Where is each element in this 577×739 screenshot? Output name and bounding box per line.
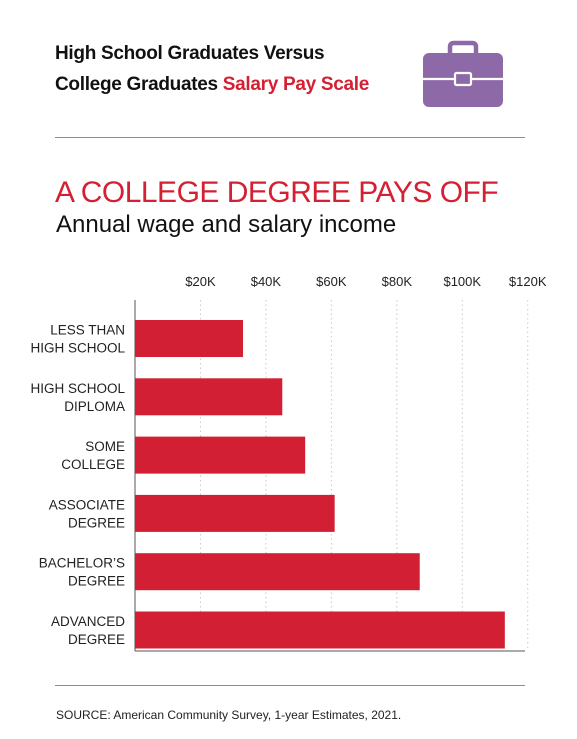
- chart-subheadline: Annual wage and salary income: [56, 211, 397, 238]
- bar: [135, 611, 505, 649]
- title-line-2-accent: Salary Pay Scale: [222, 74, 370, 95]
- title-line-2: College Graduates Salary Pay Scale: [55, 69, 415, 100]
- briefcase-icon: [423, 40, 503, 107]
- bottom-divider: [55, 685, 525, 686]
- category-label: DIPLOMA: [64, 399, 125, 414]
- category-label: ASSOCIATE: [49, 497, 125, 512]
- bar: [135, 436, 306, 474]
- category-label: COLLEGE: [61, 457, 125, 472]
- x-tick-label: $80K: [382, 274, 413, 289]
- x-tick-label: $20K: [185, 274, 216, 289]
- category-label: DEGREE: [68, 574, 125, 589]
- category-label: BACHELOR’S: [39, 556, 125, 571]
- chart-headline: A COLLEGE DEGREE PAYS OFF: [55, 176, 499, 209]
- title-line-2-plain: College Graduates: [55, 74, 223, 95]
- title-line-1: High School Graduates Versus: [55, 43, 325, 64]
- x-tick-label: $40K: [251, 274, 282, 289]
- category-label: HIGH SCHOOL: [30, 341, 125, 356]
- bar: [135, 378, 283, 416]
- page-title: High School Graduates Versus College Gra…: [55, 38, 415, 100]
- category-label: DEGREE: [68, 515, 125, 530]
- category-label: DEGREE: [68, 632, 125, 647]
- category-label: SOME: [85, 439, 125, 454]
- x-tick-label: $100K: [443, 274, 481, 289]
- x-tick-label: $120K: [509, 274, 547, 289]
- category-label: HIGH SCHOOL: [30, 381, 125, 396]
- bar: [135, 320, 244, 357]
- x-tick-label: $60K: [316, 274, 347, 289]
- source-note: SOURCE: American Community Survey, 1-yea…: [56, 708, 402, 722]
- bar-chart: $20K $40K $60K $80K $100K $120K LESS THAN HIGH …: [30, 274, 547, 652]
- category-label: ADVANCED: [51, 614, 125, 629]
- top-divider: [55, 137, 525, 138]
- bar: [135, 553, 420, 591]
- bar: [135, 494, 335, 532]
- category-label: LESS THAN: [50, 323, 125, 338]
